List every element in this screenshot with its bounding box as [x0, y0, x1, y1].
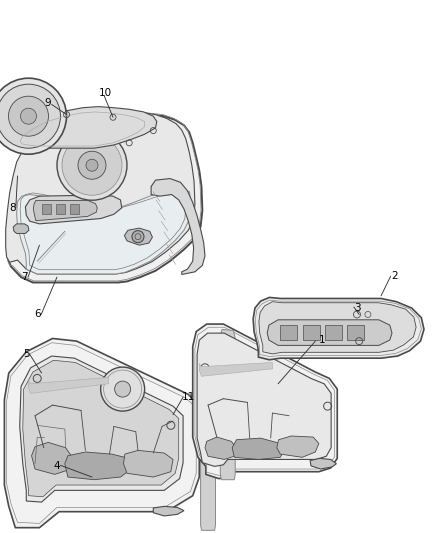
Polygon shape	[124, 228, 152, 245]
Text: 7: 7	[21, 272, 28, 282]
Polygon shape	[25, 195, 122, 224]
Polygon shape	[56, 204, 65, 214]
Circle shape	[8, 96, 49, 136]
Polygon shape	[20, 356, 183, 502]
Polygon shape	[8, 115, 202, 282]
Circle shape	[0, 84, 60, 148]
Text: 5: 5	[23, 350, 30, 359]
Text: 11: 11	[182, 392, 195, 402]
Text: 1: 1	[318, 335, 325, 345]
Polygon shape	[23, 360, 179, 497]
Text: 6: 6	[34, 310, 41, 319]
Polygon shape	[201, 378, 215, 530]
Polygon shape	[220, 329, 235, 480]
Polygon shape	[13, 224, 29, 233]
Polygon shape	[70, 204, 79, 214]
Circle shape	[57, 130, 127, 200]
Text: 10: 10	[99, 88, 112, 98]
Polygon shape	[124, 450, 173, 477]
Text: 2: 2	[391, 271, 398, 281]
Polygon shape	[347, 325, 364, 340]
Polygon shape	[199, 362, 272, 376]
Polygon shape	[193, 324, 337, 479]
Polygon shape	[325, 325, 342, 340]
Polygon shape	[232, 438, 285, 459]
Polygon shape	[205, 437, 237, 459]
Polygon shape	[277, 436, 319, 457]
Circle shape	[21, 108, 36, 124]
Polygon shape	[4, 338, 199, 528]
Polygon shape	[65, 452, 131, 480]
Polygon shape	[310, 458, 336, 469]
Circle shape	[78, 151, 106, 179]
Polygon shape	[267, 320, 392, 345]
Polygon shape	[6, 111, 195, 274]
Circle shape	[132, 231, 144, 243]
Polygon shape	[253, 297, 424, 360]
Polygon shape	[259, 302, 416, 354]
Text: 9: 9	[45, 98, 52, 108]
Polygon shape	[303, 325, 320, 340]
Polygon shape	[33, 200, 97, 221]
Polygon shape	[280, 325, 297, 340]
Polygon shape	[32, 442, 72, 474]
Circle shape	[86, 159, 98, 171]
Text: 8: 8	[9, 203, 16, 213]
Circle shape	[101, 367, 145, 411]
Circle shape	[0, 78, 67, 154]
Polygon shape	[197, 333, 331, 466]
Text: 4: 4	[53, 462, 60, 471]
Circle shape	[115, 381, 131, 397]
Polygon shape	[11, 107, 157, 148]
Polygon shape	[42, 204, 51, 214]
Polygon shape	[151, 179, 205, 274]
Polygon shape	[153, 506, 184, 516]
Polygon shape	[28, 377, 109, 393]
Text: 3: 3	[353, 303, 360, 313]
Circle shape	[62, 135, 122, 195]
Polygon shape	[17, 189, 191, 274]
